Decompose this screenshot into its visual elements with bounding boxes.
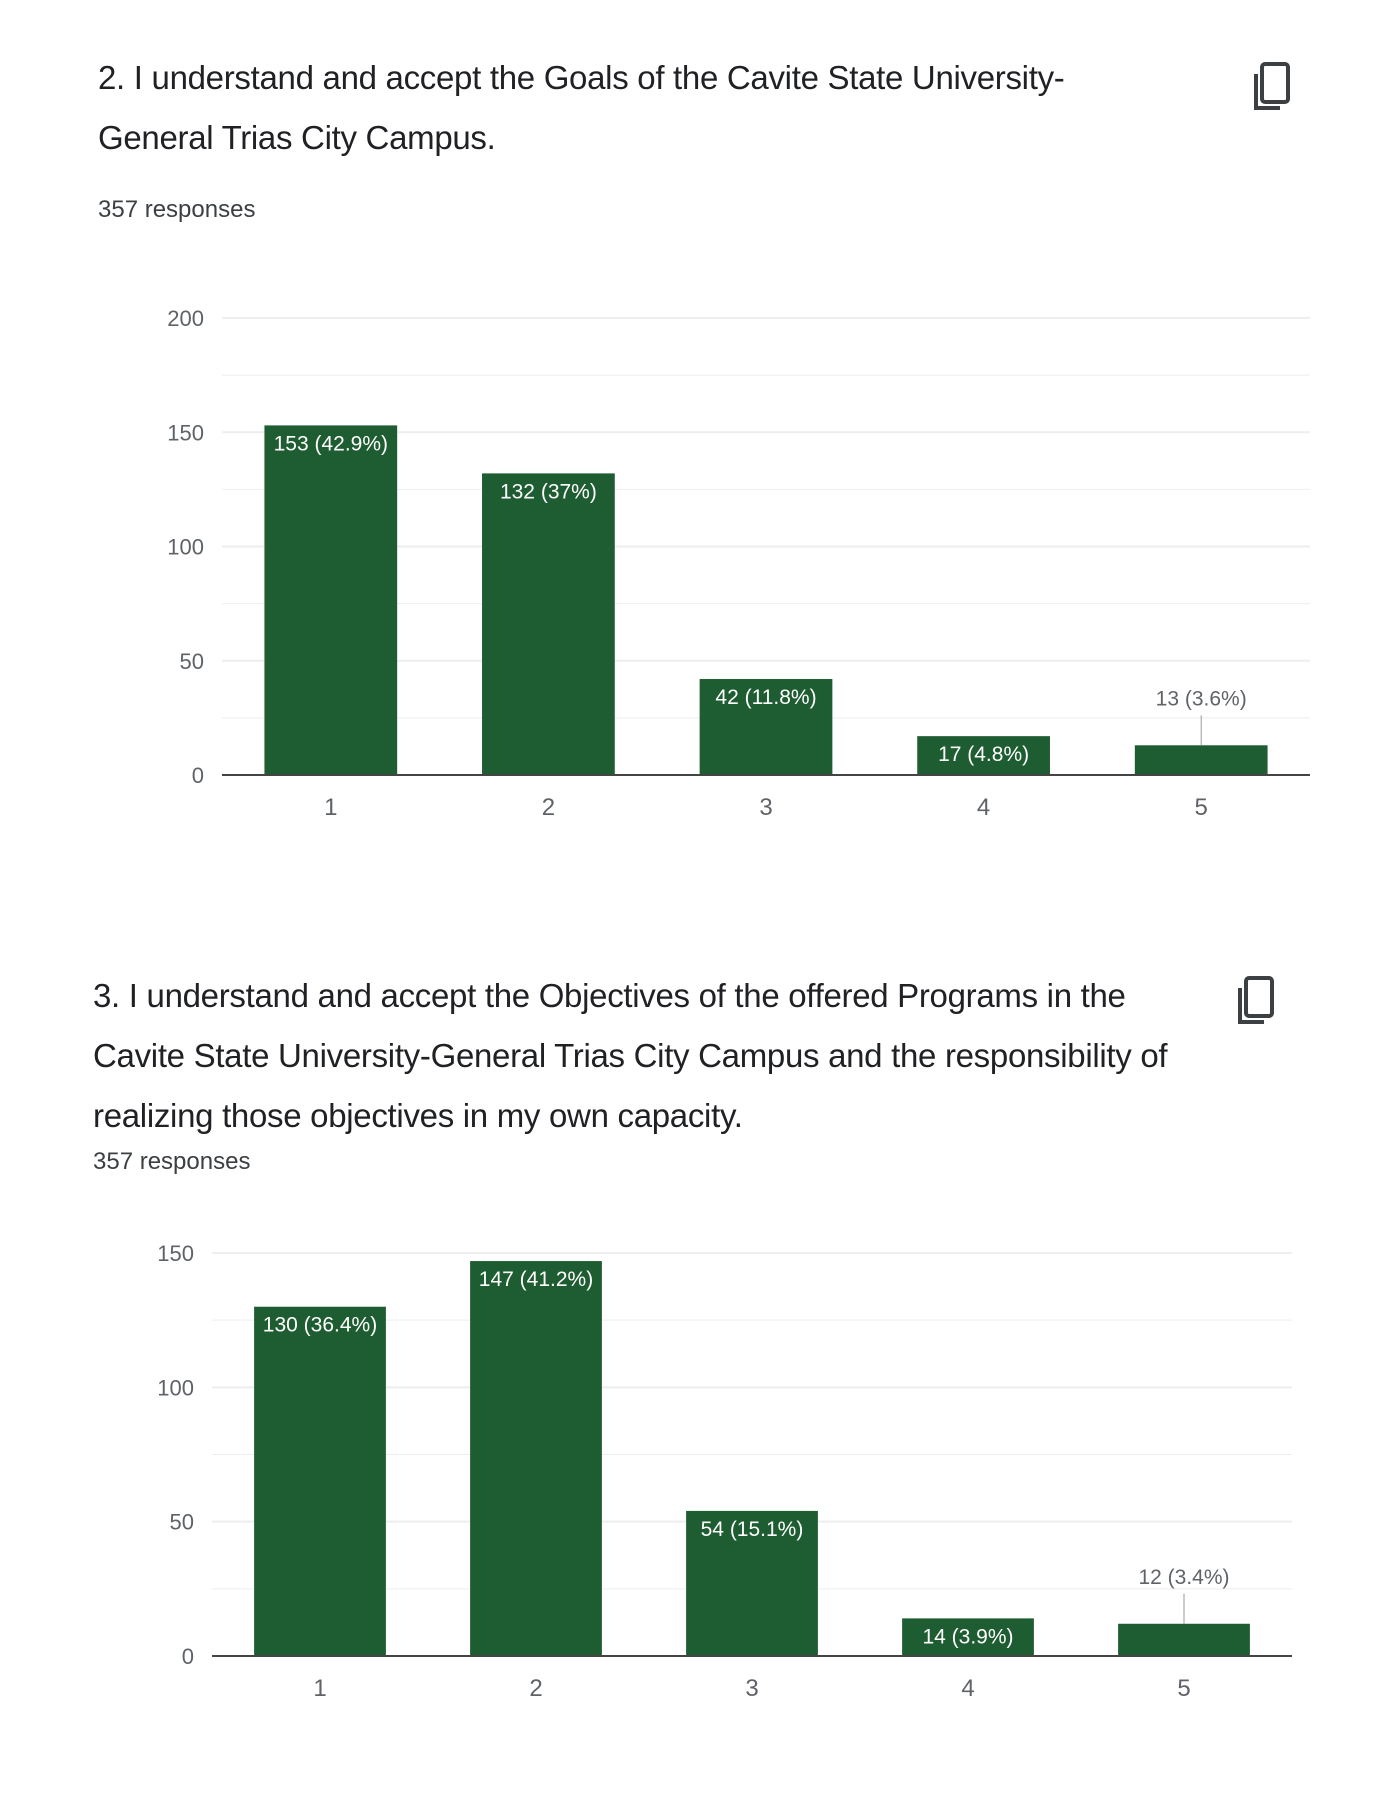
bar [254, 1306, 386, 1656]
copy-icon [1238, 976, 1274, 1024]
data-label: 42 (11.8%) [715, 686, 816, 709]
x-tick-label: 3 [745, 1675, 758, 1702]
bar [1134, 745, 1268, 775]
question-card-3: 3. I understand and accept the Objective… [0, 0, 1390, 1175]
data-label: 147 (41.2%) [479, 1268, 593, 1291]
response-count: 357 responses [93, 1148, 251, 1175]
y-tick-label: 50 [170, 1510, 194, 1535]
question-title: 2. I understand and accept the Goals of … [98, 59, 1065, 156]
x-tick-label: 4 [977, 794, 990, 821]
y-tick-label: 150 [157, 1241, 194, 1266]
y-tick-label: 150 [167, 420, 204, 445]
bar-chart-question-2: 0 50 100 150 200 153 (42.9%) 1 132 (37%) 2 42 (11… [167, 306, 1310, 821]
data-label: 17 (4.8%) [938, 743, 1029, 766]
question-title: 3. I understand and accept the Objective… [93, 977, 1168, 1134]
x-tick-label: 4 [961, 1675, 974, 1702]
copy-icon [1254, 62, 1290, 110]
x-tick-label: 3 [759, 794, 772, 821]
x-tick-label: 5 [1195, 794, 1208, 821]
bar [482, 473, 615, 775]
data-label: 14 (3.9%) [922, 1625, 1013, 1648]
x-tick-label: 1 [313, 1675, 326, 1702]
copy-chart-button[interactable] [1234, 972, 1278, 1028]
x-tick-label: 2 [529, 1675, 542, 1702]
y-tick-label: 0 [192, 763, 204, 788]
bar [902, 1618, 1034, 1656]
y-tick-label: 50 [180, 649, 204, 674]
data-label: 13 (3.6%) [1156, 687, 1247, 710]
data-label: 153 (42.9%) [274, 432, 388, 455]
bar [699, 679, 833, 775]
response-count: 357 responses [98, 196, 256, 223]
y-tick-label: 100 [167, 535, 204, 560]
bar [1118, 1623, 1250, 1656]
bar [686, 1510, 818, 1656]
x-tick-label: 1 [324, 794, 337, 821]
copy-chart-button[interactable] [1250, 58, 1294, 114]
data-label: 132 (37%) [500, 480, 597, 503]
bar [470, 1261, 602, 1656]
y-tick-label: 100 [157, 1375, 194, 1400]
data-label: 12 (3.4%) [1138, 1566, 1229, 1589]
bar [917, 736, 1050, 775]
y-tick-label: 0 [182, 1644, 194, 1669]
question-card-2: 2. I understand and accept the Goals of … [0, 0, 1390, 880]
data-label: 130 (36.4%) [263, 1314, 377, 1337]
bar [264, 425, 398, 775]
y-tick-label: 200 [167, 306, 204, 331]
x-tick-label: 5 [1177, 1675, 1190, 1702]
data-label: 54 (15.1%) [701, 1518, 804, 1541]
x-tick-label: 2 [542, 794, 555, 821]
